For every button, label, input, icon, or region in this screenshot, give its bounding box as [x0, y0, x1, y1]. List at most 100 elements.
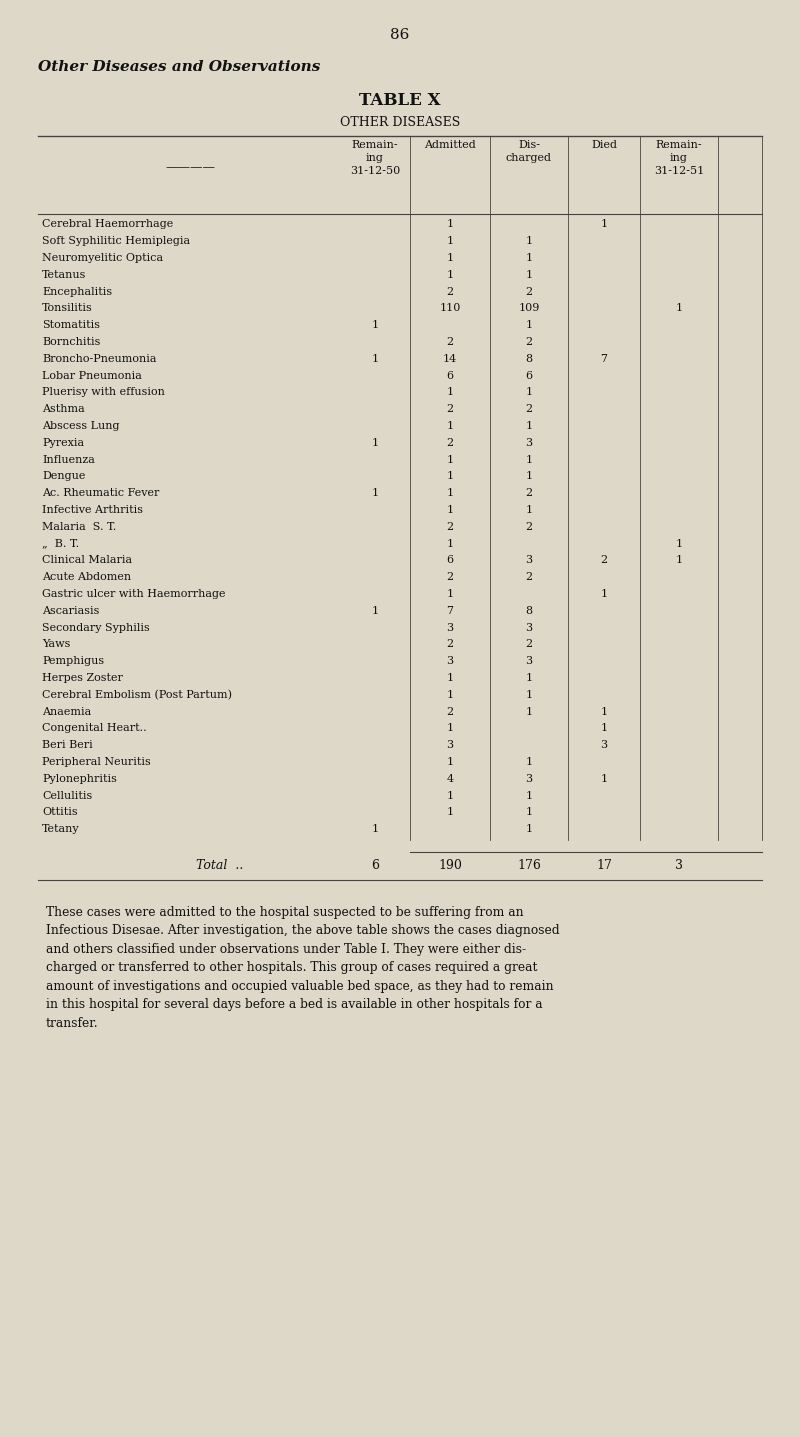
- Text: 1: 1: [446, 757, 454, 767]
- Text: 1: 1: [446, 220, 454, 230]
- Text: 2: 2: [526, 572, 533, 582]
- Text: Admitted: Admitted: [424, 139, 476, 149]
- Text: Cerebral Haemorrhage: Cerebral Haemorrhage: [42, 220, 174, 230]
- Text: 1: 1: [371, 320, 378, 331]
- Text: 3: 3: [601, 740, 607, 750]
- Text: 1: 1: [526, 707, 533, 717]
- Text: 1: 1: [526, 253, 533, 263]
- Text: 1: 1: [526, 790, 533, 800]
- Text: Soft Syphilitic Hemiplegia: Soft Syphilitic Hemiplegia: [42, 236, 190, 246]
- Text: 1: 1: [446, 270, 454, 280]
- Text: 1: 1: [526, 388, 533, 398]
- Text: 14: 14: [443, 354, 457, 364]
- Text: 3: 3: [675, 859, 683, 872]
- Text: „  B. T.: „ B. T.: [42, 539, 79, 549]
- Text: 1: 1: [446, 790, 454, 800]
- Text: Influenza: Influenza: [42, 454, 95, 464]
- Text: 2: 2: [446, 338, 454, 346]
- Text: 1: 1: [526, 270, 533, 280]
- Text: 3: 3: [446, 740, 454, 750]
- Text: 1: 1: [675, 555, 682, 565]
- Text: 3: 3: [526, 773, 533, 783]
- Text: Ac. Rheumatic Fever: Ac. Rheumatic Fever: [42, 489, 159, 499]
- Text: Beri Beri: Beri Beri: [42, 740, 93, 750]
- Text: 1: 1: [446, 236, 454, 246]
- Text: 6: 6: [446, 371, 454, 381]
- Text: Pyrexia: Pyrexia: [42, 438, 84, 448]
- Text: 1: 1: [526, 421, 533, 431]
- Text: Remain-
ing
31-12-51: Remain- ing 31-12-51: [654, 139, 704, 175]
- Text: Yaws: Yaws: [42, 639, 70, 650]
- Text: 3: 3: [526, 622, 533, 632]
- Text: 2: 2: [526, 489, 533, 499]
- Text: 1: 1: [526, 454, 533, 464]
- Text: Neuromyelitic Optica: Neuromyelitic Optica: [42, 253, 163, 263]
- Text: Pylonephritis: Pylonephritis: [42, 773, 117, 783]
- Text: 1: 1: [371, 489, 378, 499]
- Text: 1: 1: [371, 354, 378, 364]
- Text: 1: 1: [371, 825, 378, 835]
- Text: 3: 3: [446, 622, 454, 632]
- Text: 2: 2: [446, 522, 454, 532]
- Text: Gastric ulcer with Haemorrhage: Gastric ulcer with Haemorrhage: [42, 589, 226, 599]
- Text: 2: 2: [446, 639, 454, 650]
- Text: ————: ————: [165, 161, 215, 174]
- Text: Tetanus: Tetanus: [42, 270, 86, 280]
- Text: Ottitis: Ottitis: [42, 808, 78, 818]
- Text: 2: 2: [446, 438, 454, 448]
- Text: 2: 2: [601, 555, 607, 565]
- Text: Tetany: Tetany: [42, 825, 80, 835]
- Text: 3: 3: [526, 657, 533, 667]
- Text: 8: 8: [526, 606, 533, 616]
- Text: 1: 1: [526, 236, 533, 246]
- Text: Cerebral Embolism (Post Partum): Cerebral Embolism (Post Partum): [42, 690, 232, 700]
- Text: 1: 1: [526, 320, 533, 331]
- Text: Remain-
ing
31-12-50: Remain- ing 31-12-50: [350, 139, 400, 175]
- Text: 2: 2: [526, 404, 533, 414]
- Text: Dengue: Dengue: [42, 471, 86, 481]
- Text: 1: 1: [675, 539, 682, 549]
- Text: 1: 1: [446, 808, 454, 818]
- Text: 1: 1: [446, 504, 454, 514]
- Text: Other Diseases and Observations: Other Diseases and Observations: [38, 60, 320, 73]
- Text: Asthma: Asthma: [42, 404, 85, 414]
- Text: Abscess Lung: Abscess Lung: [42, 421, 119, 431]
- Text: 86: 86: [390, 27, 410, 42]
- Text: Encephalitis: Encephalitis: [42, 286, 112, 296]
- Text: 1: 1: [446, 388, 454, 398]
- Text: 110: 110: [439, 303, 461, 313]
- Text: 1: 1: [446, 489, 454, 499]
- Text: 3: 3: [526, 438, 533, 448]
- Text: 1: 1: [601, 773, 607, 783]
- Text: Ascariasis: Ascariasis: [42, 606, 99, 616]
- Text: 2: 2: [526, 338, 533, 346]
- Text: 1: 1: [526, 673, 533, 683]
- Text: 2: 2: [526, 286, 533, 296]
- Text: Bornchitis: Bornchitis: [42, 338, 100, 346]
- Text: 6: 6: [371, 859, 379, 872]
- Text: 1: 1: [446, 421, 454, 431]
- Text: 4: 4: [446, 773, 454, 783]
- Text: Lobar Pneumonia: Lobar Pneumonia: [42, 371, 142, 381]
- Text: 1: 1: [446, 253, 454, 263]
- Text: Cellulitis: Cellulitis: [42, 790, 92, 800]
- Text: 2: 2: [446, 404, 454, 414]
- Text: Tonsilitis: Tonsilitis: [42, 303, 93, 313]
- Text: 2: 2: [446, 707, 454, 717]
- Text: 1: 1: [371, 606, 378, 616]
- Text: 1: 1: [526, 808, 533, 818]
- Text: 109: 109: [518, 303, 540, 313]
- Text: 17: 17: [596, 859, 612, 872]
- Text: 1: 1: [371, 438, 378, 448]
- Text: Infective Arthritis: Infective Arthritis: [42, 504, 143, 514]
- Text: 2: 2: [526, 522, 533, 532]
- Text: Broncho-Pneumonia: Broncho-Pneumonia: [42, 354, 157, 364]
- Text: 3: 3: [526, 555, 533, 565]
- Text: Pemphigus: Pemphigus: [42, 657, 104, 667]
- Text: 1: 1: [446, 454, 454, 464]
- Text: 1: 1: [446, 673, 454, 683]
- Text: These cases were admitted to the hospital suspected to be suffering from an
Infe: These cases were admitted to the hospita…: [46, 905, 560, 1029]
- Text: 1: 1: [601, 723, 607, 733]
- Text: 1: 1: [446, 589, 454, 599]
- Text: 1: 1: [526, 504, 533, 514]
